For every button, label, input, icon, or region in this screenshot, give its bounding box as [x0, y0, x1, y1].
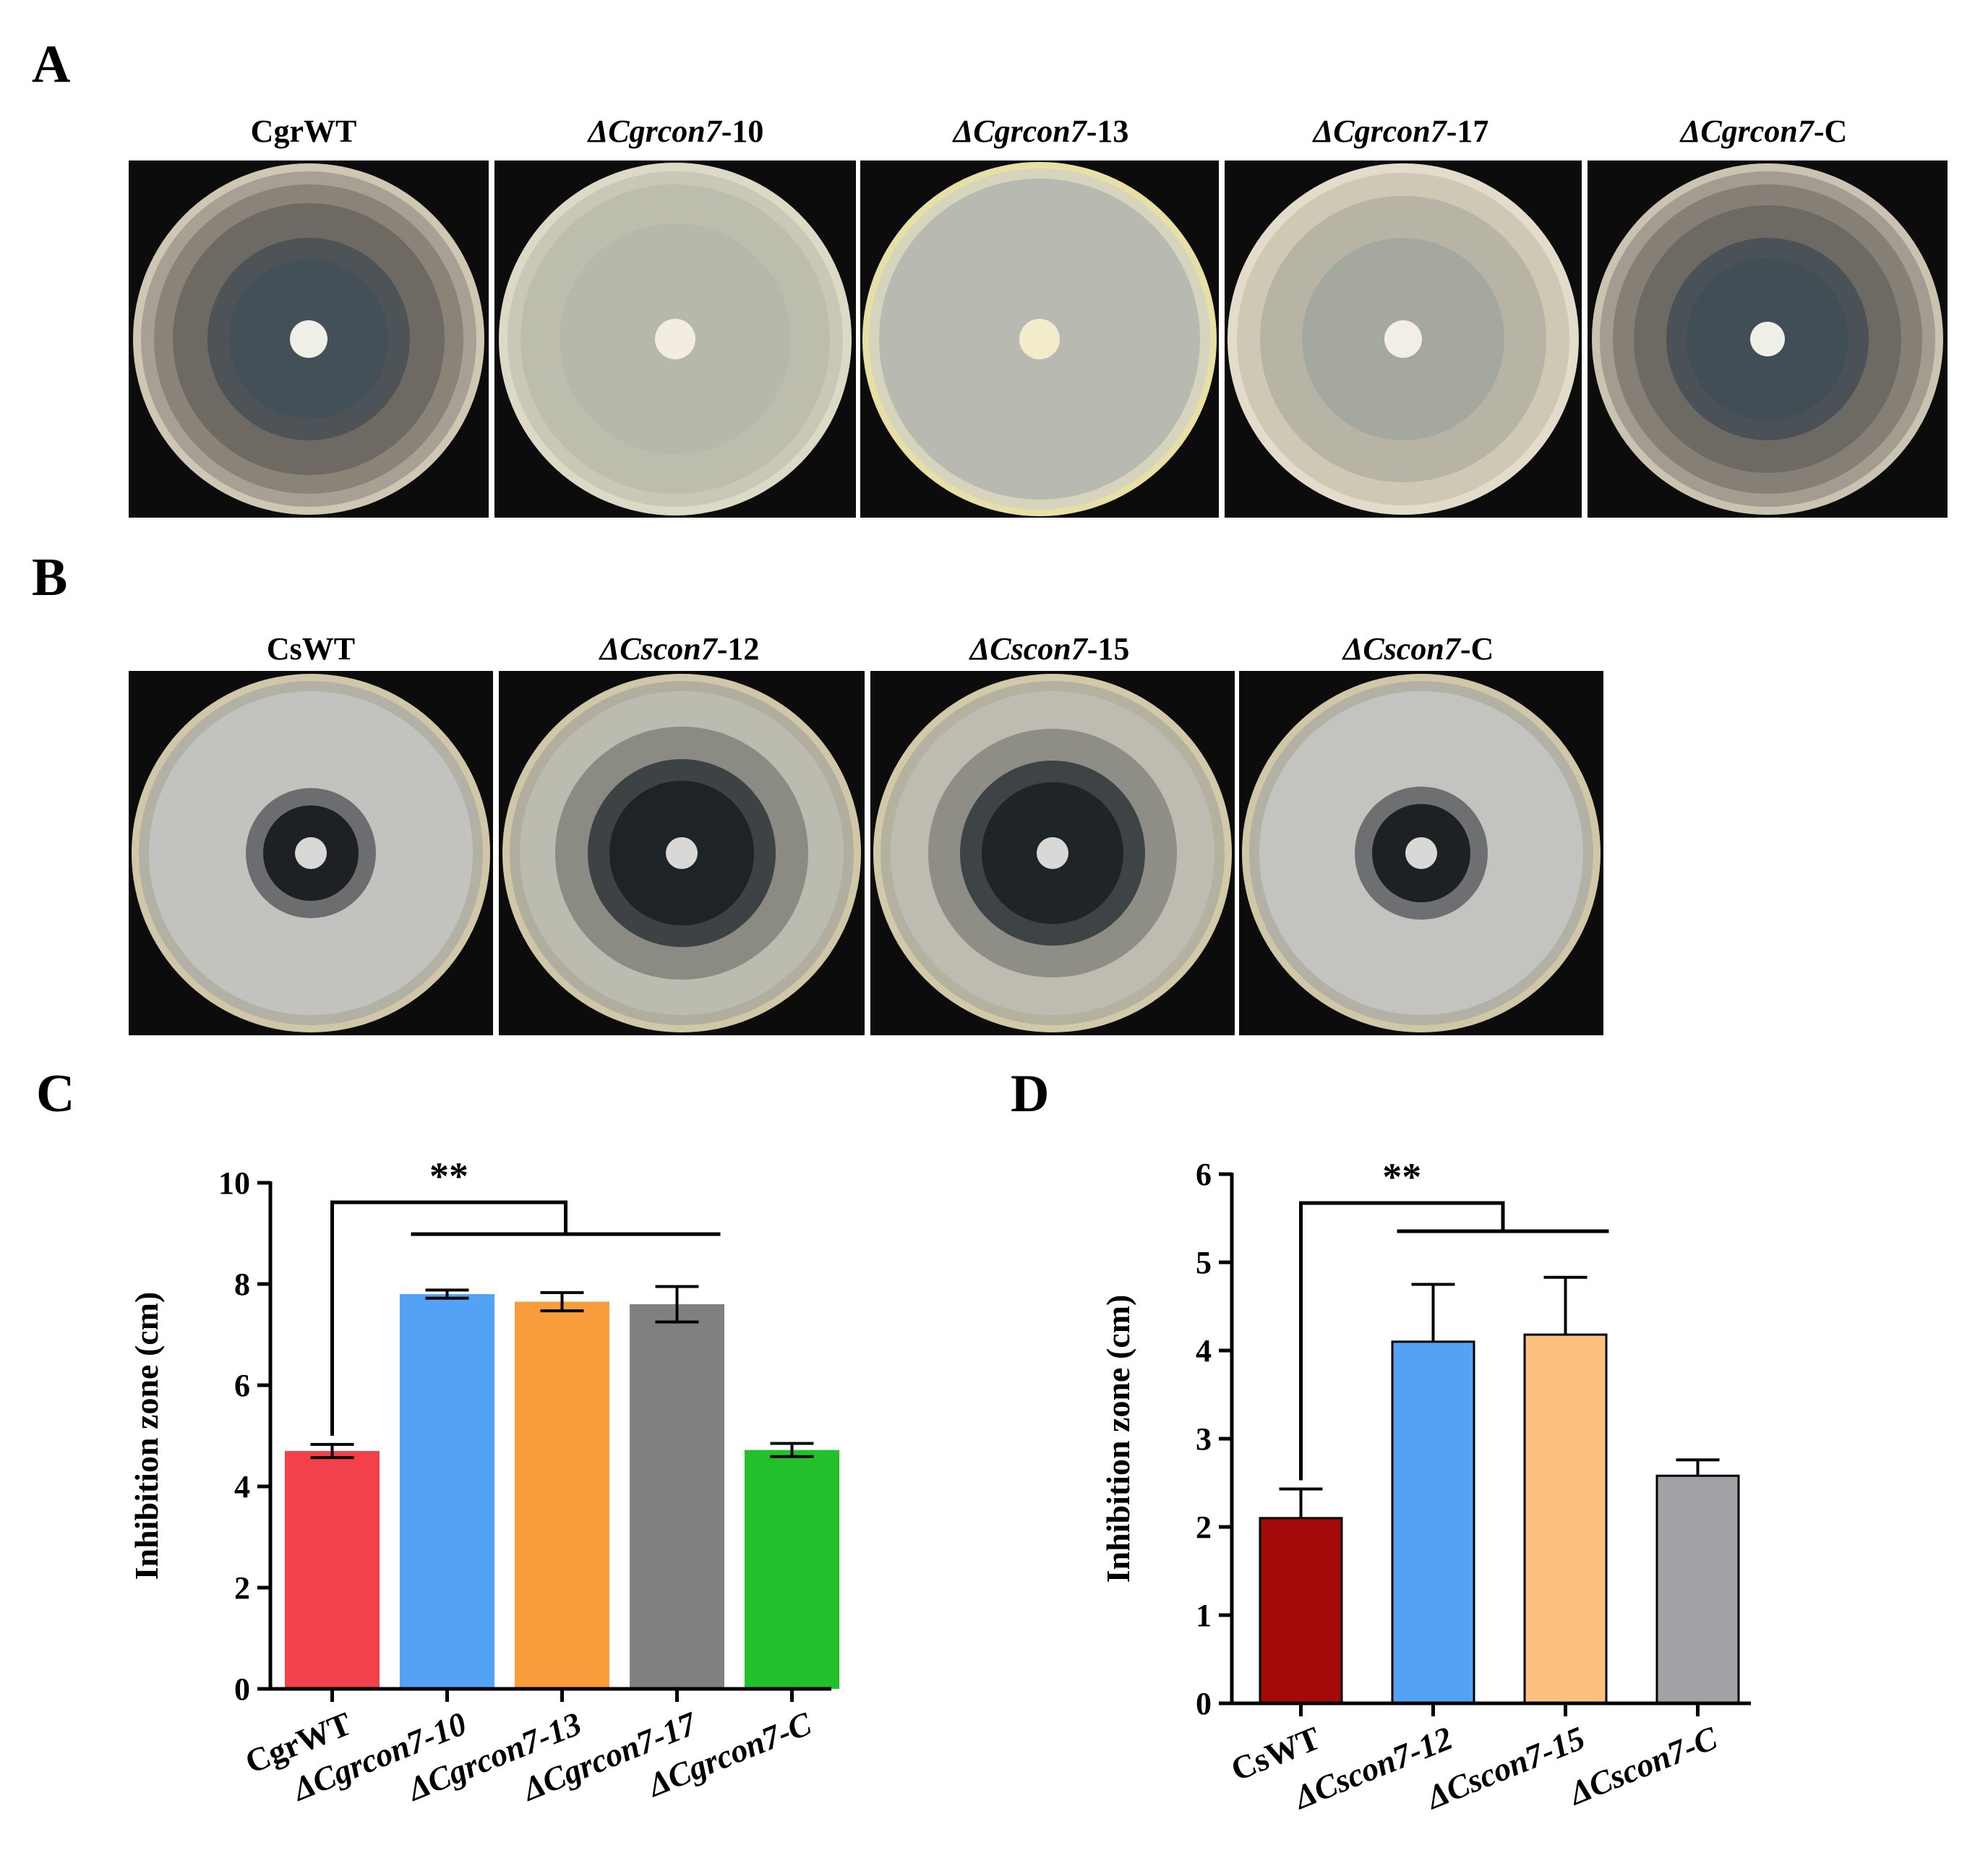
- significance-bracket: [330, 1200, 567, 1436]
- panel-letter-b: B: [32, 548, 68, 607]
- y-tick-label: 6: [1196, 1157, 1212, 1192]
- panel-letter-d: D: [1011, 1064, 1050, 1124]
- y-tick-label: 5: [1196, 1245, 1212, 1280]
- y-tick-label: 3: [1196, 1421, 1212, 1457]
- y-tick-label: 8: [234, 1267, 250, 1302]
- y-tick-label: 4: [234, 1469, 250, 1505]
- chart-d: 0123456CsWTΔCscon7-12ΔCscon7-15ΔCscon7-C…: [1100, 1155, 1751, 1816]
- panel-b-label-1: CsWT: [266, 631, 356, 667]
- y-tick-label: 10: [218, 1165, 250, 1201]
- bar-1: [1259, 1517, 1343, 1705]
- significance-label: **: [1382, 1155, 1421, 1199]
- panel-b-plate-2: [499, 671, 865, 1035]
- panel-a-label-5: ΔCgrcon7-C: [1680, 114, 1848, 149]
- bar-1: [285, 1451, 380, 1689]
- bar-3: [515, 1301, 609, 1689]
- panel-a-label-4: ΔCgrcon7-17: [1313, 114, 1489, 149]
- panel-b-label-3: ΔCscon7-15: [969, 631, 1130, 667]
- panel-a-plate-1: [129, 161, 489, 518]
- panel-b-plate-1: [129, 671, 493, 1035]
- panel-b-plate-4: [1239, 671, 1603, 1035]
- bar-4: [1655, 1474, 1740, 1705]
- y-tick-label: 2: [234, 1570, 250, 1606]
- panel-a-plate-3: [860, 161, 1219, 518]
- bar-3: [1523, 1333, 1608, 1705]
- significance-bracket: [1299, 1201, 1505, 1481]
- y-tick-label: 4: [1196, 1333, 1212, 1369]
- panel-b-label-2: ΔCscon7-12: [599, 631, 760, 667]
- panel-letter-a: A: [32, 35, 71, 94]
- y-tick-label: 6: [234, 1368, 250, 1403]
- panel-a-label-2: ΔCgrcon7-10: [588, 114, 764, 149]
- y-axis-label: Inhibition zone (cm): [128, 1292, 165, 1580]
- y-tick-label: 1: [1196, 1598, 1212, 1633]
- chart-c: 0246810CgrWTΔCgrcon7-10ΔCgrcon7-13ΔCgrco…: [128, 1155, 839, 1808]
- x-tick-label: ΔCscon7-C: [1563, 1719, 1723, 1812]
- panel-a-plate-4: [1225, 161, 1582, 518]
- panel-a-plate-5: [1588, 161, 1948, 518]
- panel-b-label-4: ΔCscon7-C: [1342, 631, 1494, 667]
- y-axis-label: Inhibition zone (cm): [1100, 1295, 1136, 1583]
- bar-5: [745, 1450, 839, 1689]
- y-tick-label: 0: [1196, 1686, 1212, 1721]
- significance-label: **: [429, 1155, 468, 1198]
- bar-2: [1391, 1340, 1475, 1705]
- bar-4: [630, 1304, 724, 1689]
- panel-a-plate-2: [494, 161, 856, 518]
- panel-letter-c: C: [36, 1064, 75, 1124]
- panel-a-label-3: ΔCgrcon7-13: [953, 114, 1129, 149]
- panel-a-label-1: CgrWT: [250, 114, 357, 149]
- y-tick-label: 0: [234, 1672, 250, 1707]
- panel-b-plate-3: [870, 671, 1235, 1035]
- bar-2: [400, 1294, 494, 1689]
- y-tick-label: 2: [1196, 1510, 1212, 1545]
